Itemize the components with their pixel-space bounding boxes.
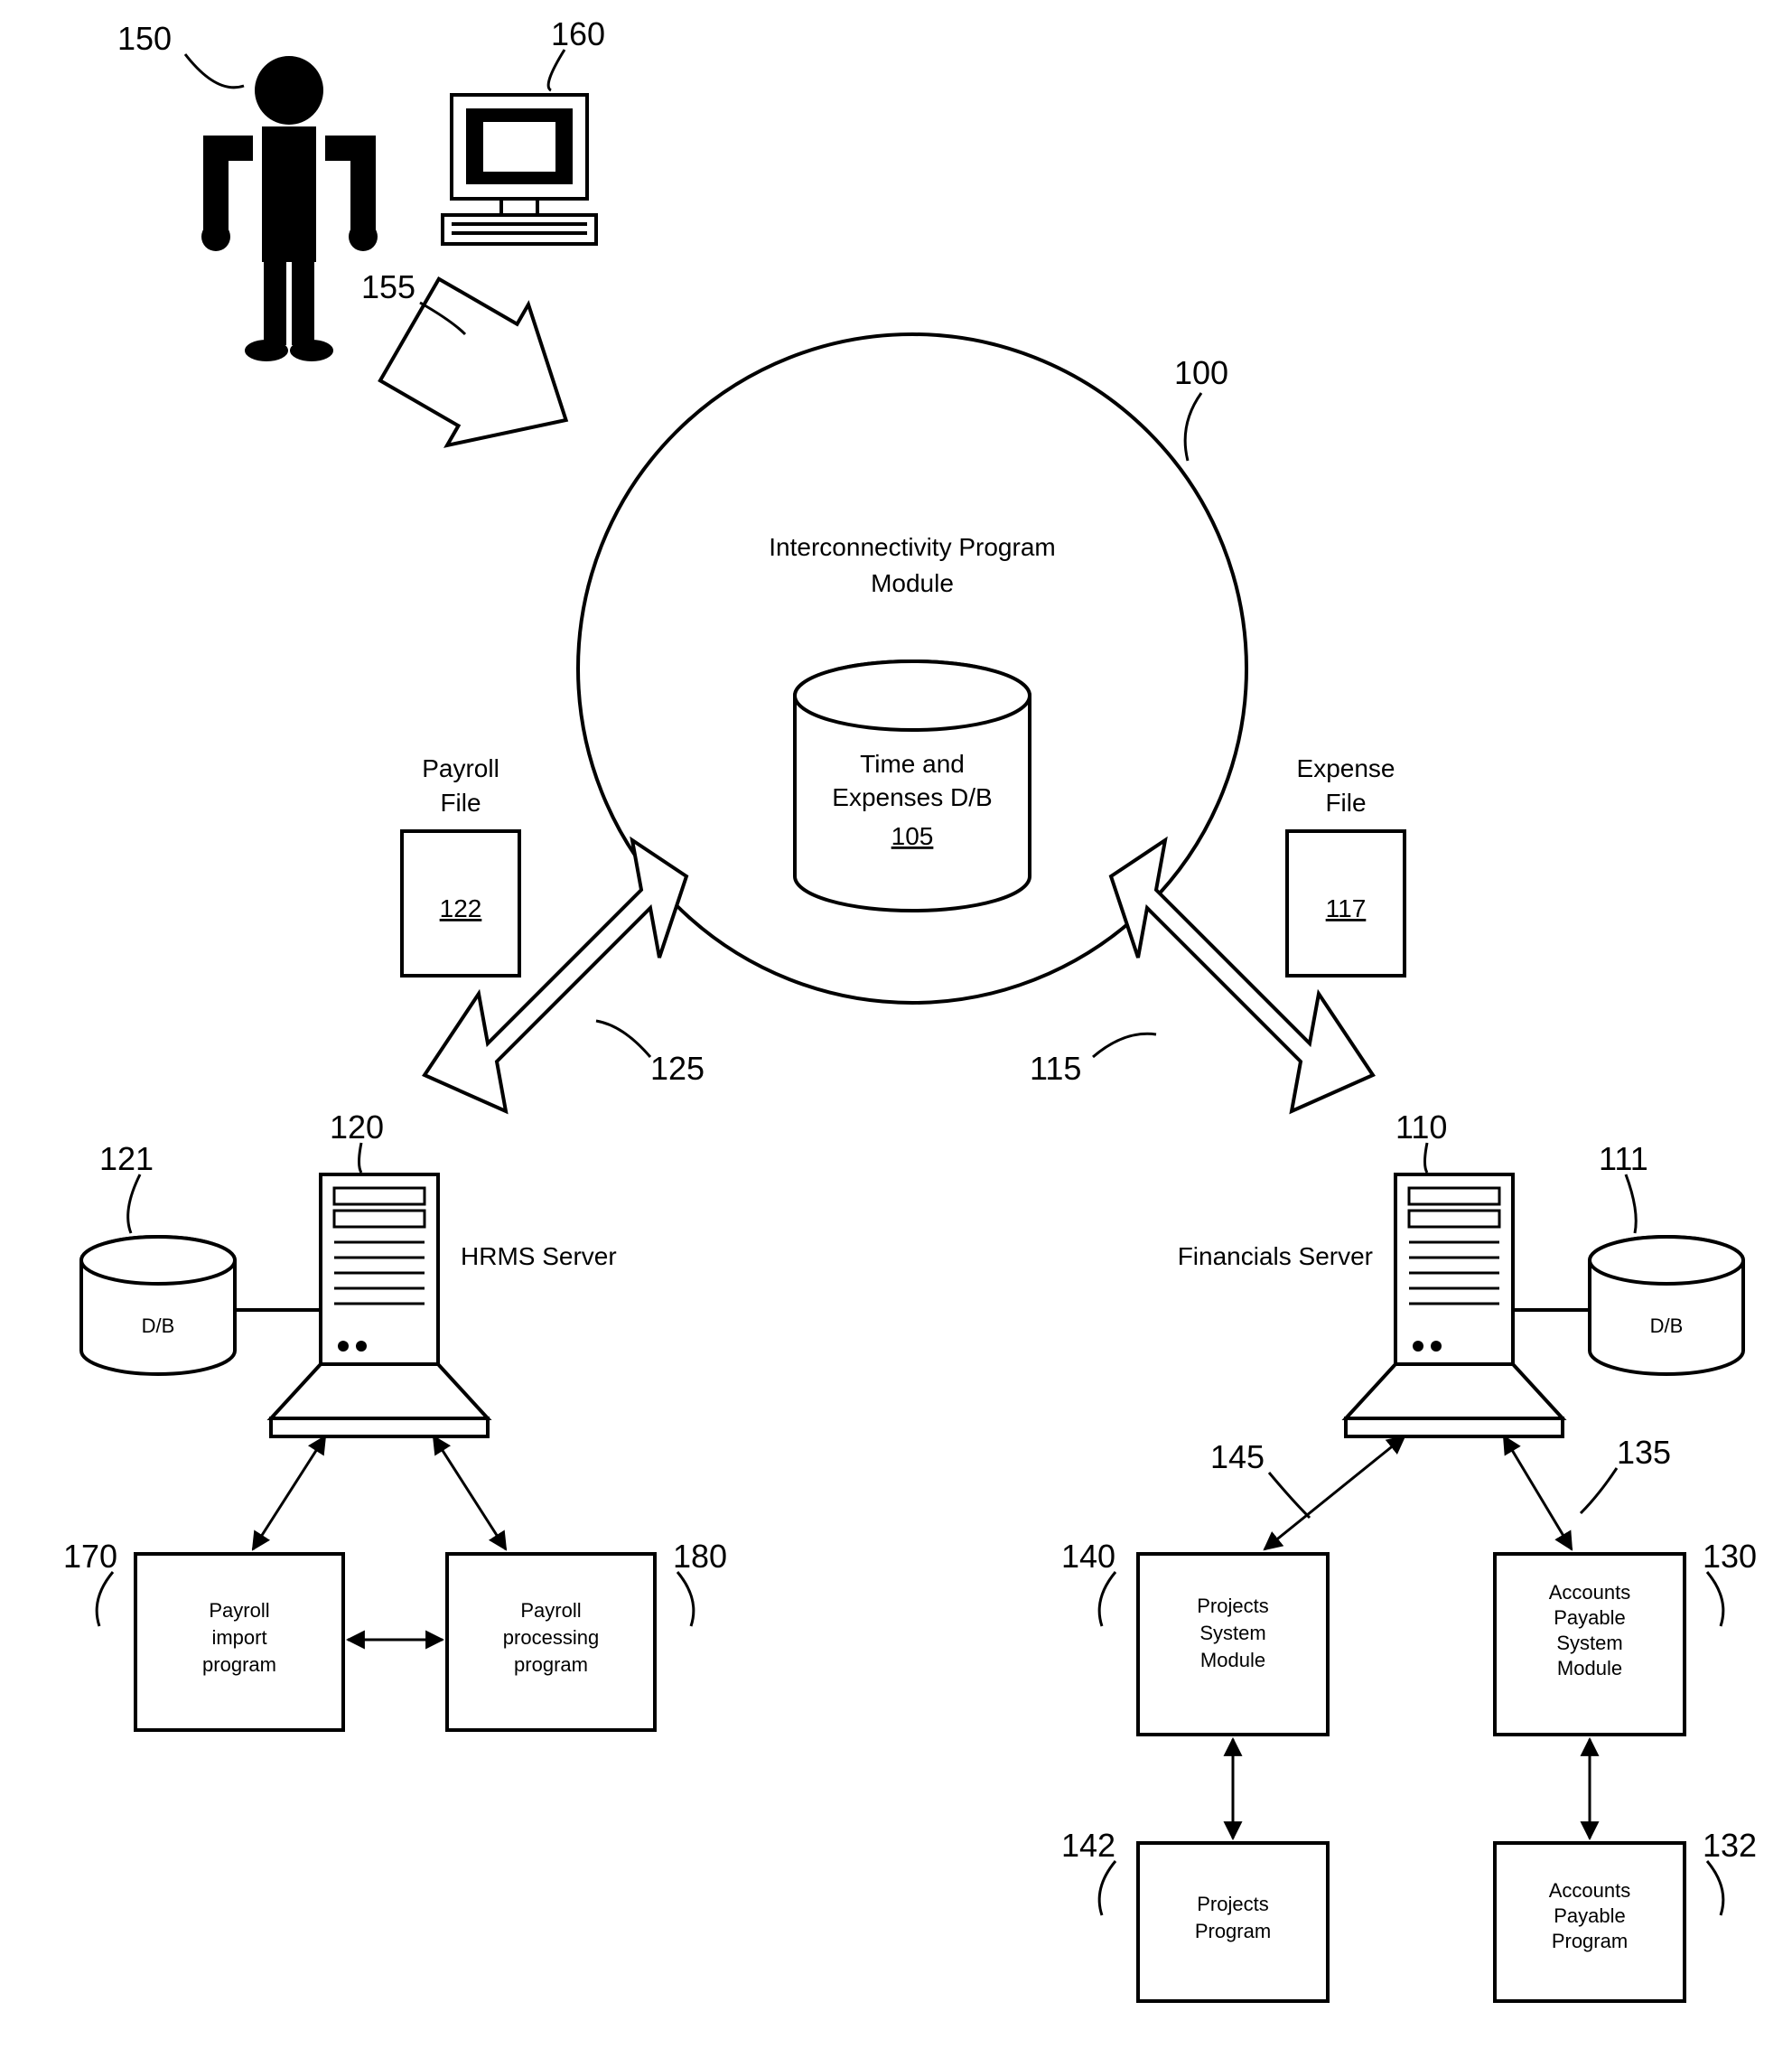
svg-text:Time and: Time and [860, 750, 965, 778]
expense-file-l1: Expense [1297, 754, 1395, 782]
svg-text:Payroll: Payroll [209, 1599, 269, 1622]
ref-122: 122 [440, 894, 482, 922]
svg-text:System: System [1556, 1632, 1622, 1654]
leader-132 [1707, 1861, 1723, 1915]
interconn-l1: Interconnectivity Program [769, 533, 1055, 561]
ref-142: 142 [1061, 1827, 1115, 1864]
leader-120 [359, 1143, 362, 1173]
svg-text:Accounts: Accounts [1549, 1879, 1631, 1902]
leader-150 [185, 54, 244, 88]
payroll-file-l1: Payroll [422, 754, 499, 782]
leader-121 [128, 1174, 140, 1233]
leader-100 [1185, 393, 1201, 461]
hrms-db-121: D/B [81, 1237, 235, 1374]
fin-server-icon [1346, 1174, 1563, 1436]
ref-117: 117 [1326, 894, 1367, 922]
ref-150: 150 [117, 20, 172, 57]
svg-text:Program: Program [1195, 1920, 1271, 1942]
ref-120: 120 [330, 1109, 384, 1146]
svg-text:Accounts: Accounts [1549, 1581, 1631, 1604]
ref-160: 160 [551, 15, 605, 52]
svg-text:Module: Module [1557, 1657, 1622, 1679]
svg-text:program: program [202, 1653, 276, 1676]
leader-130 [1707, 1572, 1723, 1626]
ref-135: 135 [1617, 1434, 1671, 1471]
ref-132: 132 [1703, 1827, 1757, 1864]
leader-115 [1093, 1034, 1156, 1057]
hrms-server-icon [271, 1174, 488, 1436]
ref-111: 111 [1599, 1140, 1648, 1177]
user-icon [201, 56, 378, 361]
ref-145: 145 [1210, 1438, 1265, 1475]
leader-111 [1626, 1174, 1636, 1233]
ref-130: 130 [1703, 1538, 1757, 1575]
leader-160 [548, 50, 565, 90]
ref-170: 170 [63, 1538, 117, 1575]
leader-125 [596, 1021, 650, 1057]
ref-125: 125 [650, 1050, 705, 1087]
ref-121: 121 [99, 1140, 154, 1177]
time-expenses-db: Time and Expenses D/B 105 [795, 661, 1030, 911]
leader-180 [677, 1572, 694, 1626]
ref-180: 180 [673, 1538, 727, 1575]
svg-text:D/B: D/B [1650, 1314, 1684, 1337]
ref-110: 110 [1395, 1109, 1447, 1146]
leader-140 [1099, 1572, 1115, 1626]
computer-icon [443, 95, 596, 244]
hrms-label: HRMS Server [461, 1242, 617, 1270]
svg-text:processing: processing [503, 1626, 599, 1649]
svg-text:import: import [211, 1626, 266, 1649]
expense-file-l2: File [1325, 789, 1366, 817]
svg-text:program: program [514, 1653, 588, 1676]
link-hrms-170 [253, 1436, 325, 1549]
fin-db-111: D/B [1590, 1237, 1743, 1374]
projects-system-box [1138, 1554, 1328, 1735]
interconn-l2: Module [871, 569, 954, 597]
leader-145 [1269, 1473, 1310, 1518]
leader-135 [1581, 1468, 1617, 1513]
svg-text:Payable: Payable [1554, 1904, 1626, 1927]
svg-text:System: System [1199, 1622, 1265, 1644]
svg-text:Program: Program [1552, 1930, 1628, 1952]
system-diagram: 150 160 155 Interconnectivity Program Mo… [0, 0, 1792, 2058]
svg-text:Projects: Projects [1197, 1595, 1268, 1617]
link-fin-130 [1504, 1436, 1572, 1549]
ref-155: 155 [361, 268, 415, 305]
ref-115: 115 [1030, 1050, 1081, 1087]
svg-text:D/B: D/B [142, 1314, 175, 1337]
ref-105: 105 [891, 822, 934, 850]
ref-100: 100 [1174, 354, 1228, 391]
svg-text:Expenses D/B: Expenses D/B [832, 783, 992, 811]
svg-text:Payroll: Payroll [520, 1599, 581, 1622]
svg-text:Projects: Projects [1197, 1893, 1268, 1915]
payroll-file-l2: File [440, 789, 481, 817]
fin-label: Financials Server [1178, 1242, 1373, 1270]
ref-140: 140 [1061, 1538, 1115, 1575]
leader-142 [1099, 1861, 1115, 1915]
link-hrms-180 [434, 1436, 506, 1549]
svg-text:Payable: Payable [1554, 1606, 1626, 1629]
svg-text:Module: Module [1200, 1649, 1265, 1671]
leader-170 [97, 1572, 113, 1626]
leader-110 [1425, 1143, 1428, 1173]
